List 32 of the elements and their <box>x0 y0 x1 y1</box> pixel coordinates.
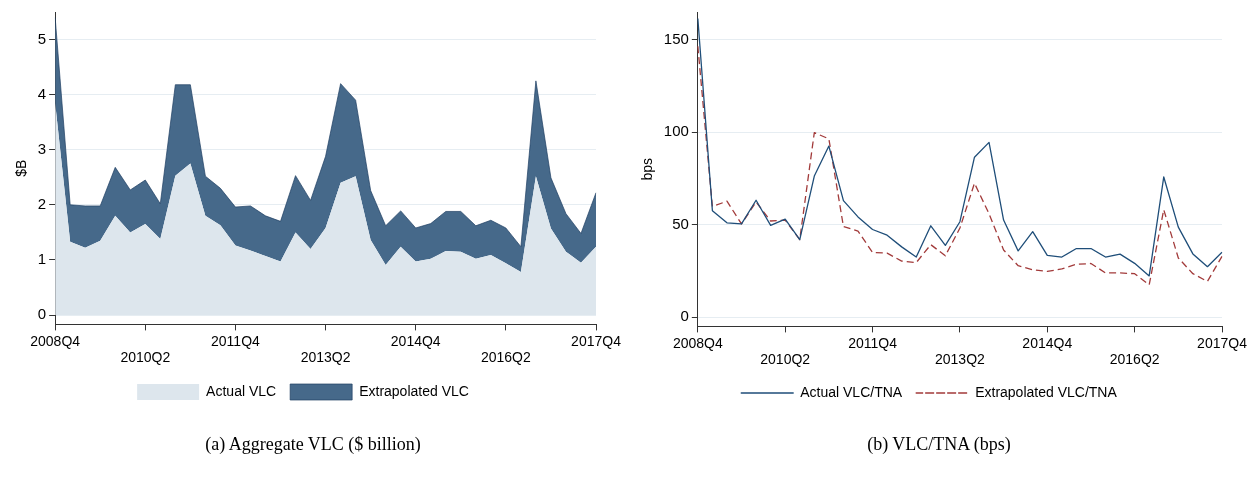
x-tick-label: 2008Q4 <box>30 332 81 349</box>
legend-label: Actual VLC/TNA <box>800 383 903 400</box>
x-tick-label: 2013Q2 <box>300 349 351 366</box>
y-tick-label: 50 <box>672 214 689 232</box>
y-tick-label: 5 <box>37 29 47 47</box>
y-tick-label: 3 <box>37 139 47 157</box>
y-tick-label: 150 <box>663 29 689 47</box>
y-tick-label: 100 <box>663 122 689 140</box>
legend-label: Extrapolated VLC/TNA <box>975 383 1118 400</box>
x-tick-label: 2010Q2 <box>120 349 171 366</box>
x-tick-label: 2017Q4 <box>571 332 622 349</box>
text: (b) VLC/TNA (bps) <box>866 434 1012 455</box>
y-tick-label: 2 <box>37 194 47 212</box>
legend-label: Actual VLC <box>206 382 277 399</box>
y-axis-title: bps <box>639 157 656 181</box>
y-tick-label: 1 <box>37 250 47 268</box>
x-tick-label: 2014Q4 <box>390 332 441 349</box>
x-tick-label: 2017Q4 <box>1197 334 1248 351</box>
y-axis-title: $B <box>13 159 30 177</box>
x-tick-label: 2011Q4 <box>211 332 261 349</box>
x-tick-label: 2016Q2 <box>1109 351 1160 368</box>
y-tick-label: 0 <box>37 305 47 323</box>
legend-label: Extrapolated VLC <box>359 382 469 399</box>
x-tick-label: 2016Q2 <box>480 349 531 366</box>
x-tick-label: 2011Q4 <box>848 334 898 351</box>
y-tick-label: 4 <box>37 84 47 102</box>
x-tick-label: 2014Q4 <box>1022 334 1073 351</box>
x-tick-label: 2013Q2 <box>935 351 986 368</box>
x-tick-label: 2010Q2 <box>760 351 811 368</box>
x-tick-label: 2008Q4 <box>672 334 723 351</box>
y-tick-label: 0 <box>680 307 689 325</box>
text: (a) Aggregate VLC ($ billion) <box>204 434 422 455</box>
